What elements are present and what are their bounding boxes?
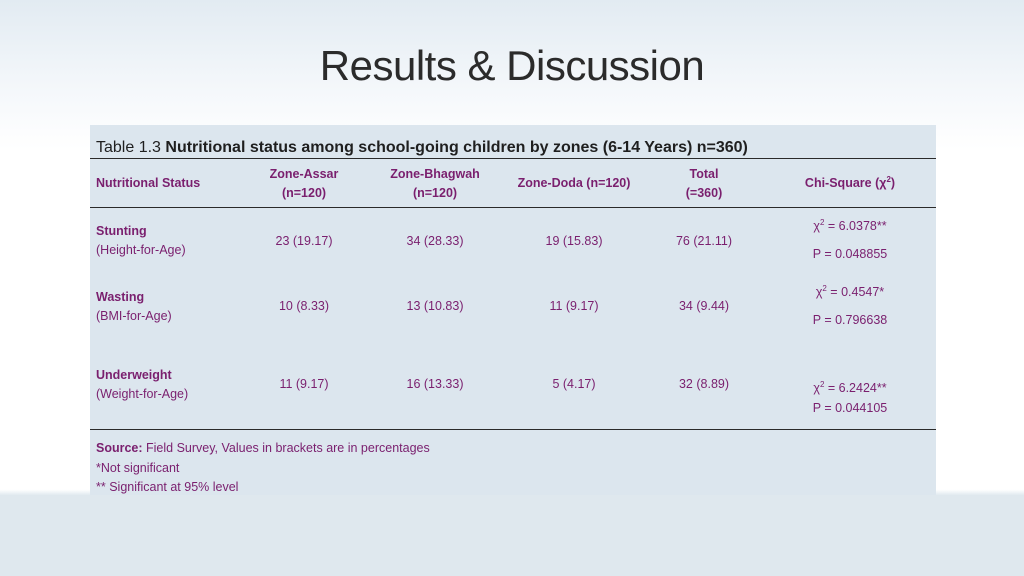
cell-stunting-p: P = 0.048855 bbox=[812, 247, 888, 261]
cell-underweight-doda: 5 (4.17) bbox=[552, 377, 596, 391]
header-bottom-rule bbox=[90, 207, 936, 208]
slide-title: Results & Discussion bbox=[319, 42, 705, 89]
header-zone-bhagwah: Zone-Bhagwah (n=120) bbox=[390, 167, 480, 200]
row-label-underweight: Underweight (Weight-for-Age) bbox=[96, 368, 189, 401]
table-panel: Table 1.3 Nutritional status among schoo… bbox=[90, 125, 936, 495]
cell-underweight-assar: 11 (9.17) bbox=[279, 377, 329, 391]
cell-wasting-p: P = 0.796638 bbox=[812, 313, 888, 327]
cell-wasting-bhagwah: 13 (10.83) bbox=[406, 299, 464, 313]
caption-title: Nutritional status among school-going ch… bbox=[165, 139, 748, 156]
cell-wasting-doda: 11 (9.17) bbox=[549, 299, 599, 313]
cell-stunting-chi: χ2 = 6.0378** bbox=[813, 217, 887, 233]
cell-stunting-total: 76 (21.11) bbox=[675, 234, 733, 248]
cell-stunting-bhagwah: 34 (28.33) bbox=[406, 234, 464, 248]
cell-stunting-assar: 23 (19.17) bbox=[275, 234, 333, 248]
header-total: Total (=360) bbox=[685, 167, 723, 200]
header-zone-assar: Zone-Assar (n=120) bbox=[269, 167, 339, 200]
row-label-wasting: Wasting (BMI-for-Age) bbox=[96, 290, 172, 323]
header-chi-square: Chi-Square (χ2) bbox=[804, 174, 896, 190]
header-nutritional-status: Nutritional Status bbox=[96, 176, 201, 190]
source-note: Source: Field Survey, Values in brackets… bbox=[96, 441, 430, 455]
cell-wasting-assar: 10 (8.33) bbox=[278, 299, 330, 313]
cell-underweight-total: 32 (8.89) bbox=[678, 377, 730, 391]
cell-wasting-chi: χ2 = 0.4547* bbox=[815, 283, 885, 299]
header-top-rule bbox=[90, 158, 936, 159]
cell-wasting-total: 34 (9.44) bbox=[678, 299, 730, 313]
cell-underweight-bhagwah: 16 (13.33) bbox=[406, 377, 464, 391]
note-significant: ** Significant at 95% level bbox=[96, 480, 239, 494]
table-caption: Table 1.3 Nutritional status among schoo… bbox=[96, 139, 748, 157]
cell-underweight-chi: χ2 = 6.2424** bbox=[813, 379, 887, 395]
caption-prefix: Table 1.3 bbox=[96, 139, 166, 156]
cell-stunting-doda: 19 (15.83) bbox=[545, 234, 603, 248]
row-label-stunting: Stunting (Height-for-Age) bbox=[96, 224, 186, 257]
table-bottom-rule bbox=[90, 429, 936, 430]
table-notes: Source: Field Survey, Values in brackets… bbox=[96, 439, 430, 498]
note-not-significant: *Not significant bbox=[96, 460, 180, 475]
header-zone-doda: Zone-Doda (n=120) bbox=[517, 176, 631, 190]
cell-underweight-p: P = 0.044105 bbox=[812, 401, 888, 415]
